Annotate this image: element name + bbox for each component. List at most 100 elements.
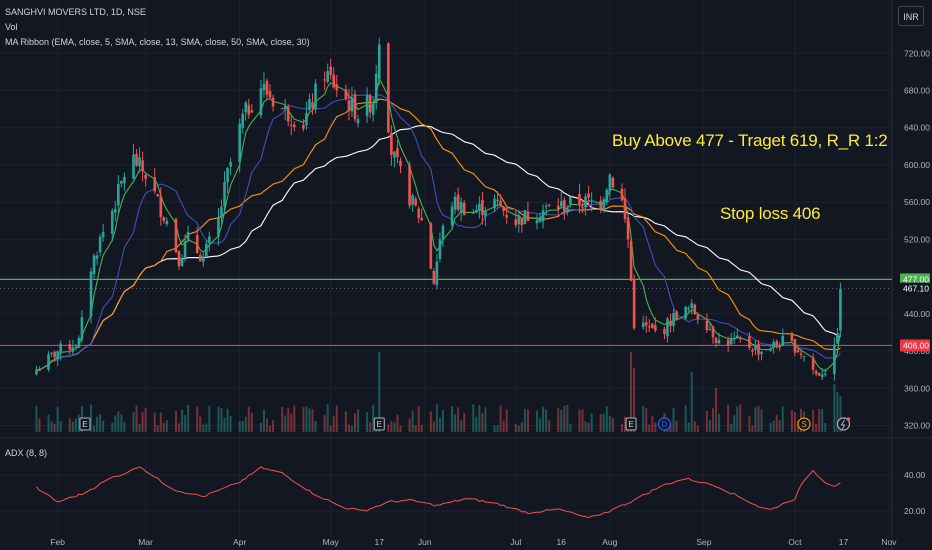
candle-body bbox=[520, 218, 524, 226]
volume-bar bbox=[114, 415, 117, 432]
volume-bar bbox=[132, 411, 135, 432]
candle-body bbox=[693, 304, 697, 315]
volume-bar bbox=[372, 404, 375, 432]
candle-body bbox=[156, 194, 160, 197]
volume-bar bbox=[265, 418, 268, 432]
volume-bar bbox=[560, 409, 563, 432]
candle-body bbox=[711, 326, 715, 338]
candle-body bbox=[408, 165, 411, 206]
candle-body bbox=[833, 344, 836, 374]
candle-body bbox=[262, 83, 266, 91]
candle-body bbox=[605, 189, 609, 203]
volume-bar bbox=[420, 424, 423, 432]
time-tick-label: Feb bbox=[50, 537, 65, 547]
candle-body bbox=[311, 102, 314, 108]
candle-body bbox=[717, 339, 721, 344]
candle-body bbox=[696, 314, 700, 320]
adx-legend[interactable]: ADX (8, 8) bbox=[5, 448, 48, 458]
volume-bar bbox=[269, 425, 272, 432]
volume-bar bbox=[347, 424, 350, 432]
candle-body bbox=[459, 202, 463, 213]
candle-body bbox=[387, 43, 390, 133]
candle-body bbox=[374, 73, 378, 104]
volume-bar bbox=[77, 414, 80, 432]
volume-bar bbox=[757, 405, 760, 432]
candle-body bbox=[47, 354, 50, 370]
candle-body bbox=[265, 80, 269, 95]
volume-bar bbox=[417, 406, 420, 432]
candle-body bbox=[344, 89, 348, 100]
volume-bar bbox=[308, 408, 311, 432]
volume-bar bbox=[326, 404, 329, 432]
symbol-title[interactable]: SANGHVI MOVERS LTD, 1D, NSE bbox=[5, 7, 146, 17]
price-tick-label: 520.00 bbox=[904, 234, 930, 244]
candle-body bbox=[544, 205, 548, 207]
volume-bar bbox=[229, 415, 232, 432]
time-tick-label: Oct bbox=[788, 537, 802, 547]
volume-bar bbox=[414, 425, 417, 432]
candle-body bbox=[654, 325, 657, 331]
volume-bar bbox=[693, 421, 696, 432]
volume-bar bbox=[739, 404, 742, 432]
candle-body bbox=[195, 235, 199, 253]
candle-body bbox=[672, 313, 675, 327]
volume-bar bbox=[599, 414, 602, 432]
candle-body bbox=[632, 279, 636, 329]
volume-bar bbox=[217, 406, 220, 432]
volume-bar bbox=[159, 412, 162, 432]
volume-legend[interactable]: Vol bbox=[5, 22, 18, 32]
time-tick-label: Jun bbox=[418, 537, 432, 547]
volume-bar bbox=[727, 404, 730, 432]
candle-body bbox=[556, 205, 560, 210]
volume-bar bbox=[705, 411, 708, 432]
currency-button[interactable]: INR bbox=[898, 6, 924, 26]
candle-body bbox=[475, 210, 478, 213]
volume-bar bbox=[390, 421, 393, 432]
volume-bar bbox=[226, 408, 229, 432]
candle-body bbox=[517, 215, 521, 225]
candle-body bbox=[335, 84, 339, 91]
candle-body bbox=[368, 95, 372, 113]
volume-bar bbox=[272, 420, 275, 432]
candle-body bbox=[180, 258, 184, 267]
candle-body bbox=[89, 271, 93, 317]
time-tick-label: May bbox=[323, 537, 340, 547]
candle-body bbox=[162, 217, 166, 221]
volume-bar bbox=[68, 418, 71, 432]
volume-bar bbox=[557, 408, 560, 432]
volume-bar bbox=[608, 415, 611, 432]
ma-ribbon-legend[interactable]: MA Ribbon (EMA, close, 5, SMA, close, 13… bbox=[5, 37, 310, 47]
volume-bar bbox=[53, 423, 56, 432]
candle-body bbox=[390, 132, 393, 155]
volume-bar bbox=[711, 408, 714, 432]
candle-body bbox=[584, 196, 587, 207]
candle-body bbox=[790, 333, 794, 341]
candle-body bbox=[365, 95, 369, 117]
volume-bar bbox=[311, 409, 314, 432]
candle-body bbox=[481, 200, 484, 215]
volume-bar bbox=[496, 425, 499, 432]
candle-body bbox=[123, 176, 126, 184]
candle-body bbox=[820, 374, 824, 377]
volume-bar bbox=[314, 420, 317, 432]
candle-body bbox=[493, 198, 496, 209]
time-tick-label: 16 bbox=[557, 537, 567, 547]
volume-bar bbox=[451, 406, 454, 432]
volume-bar bbox=[247, 406, 250, 432]
candle-body bbox=[435, 261, 439, 286]
volume-bar bbox=[99, 414, 102, 432]
candle-body bbox=[377, 44, 381, 79]
time-tick-label: Jul bbox=[510, 537, 521, 547]
price-label-text: 467.10 bbox=[903, 284, 929, 294]
candle-body bbox=[432, 271, 436, 284]
volume-bar bbox=[708, 419, 711, 432]
candle-body bbox=[371, 103, 375, 115]
price-label-text: 477.00 bbox=[903, 274, 929, 284]
volume-bar bbox=[754, 407, 757, 432]
volume-bar bbox=[259, 422, 262, 432]
volume-bar bbox=[111, 422, 114, 432]
candle-body bbox=[98, 236, 102, 253]
candle-body bbox=[559, 201, 563, 207]
